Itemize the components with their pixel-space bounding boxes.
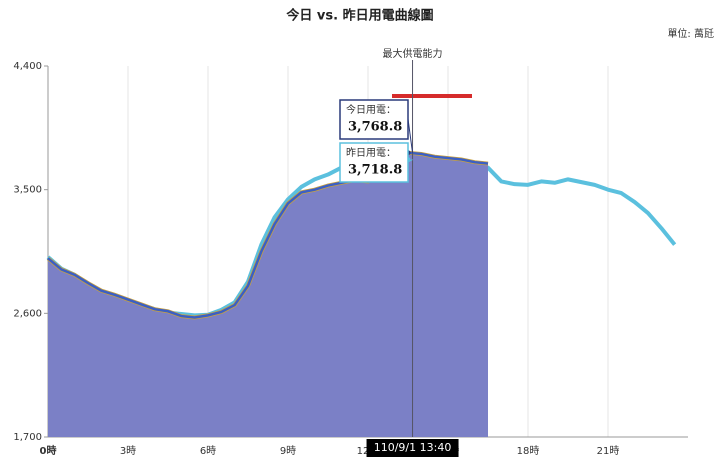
x-tick-label: 18時 bbox=[517, 445, 540, 457]
y-tick-label: 2,600 bbox=[13, 308, 42, 319]
area-line bbox=[47, 151, 489, 319]
y-tick-label: 3,500 bbox=[13, 185, 42, 196]
x-tick-label: 21時 bbox=[597, 445, 620, 457]
x-tick-label: 0時 bbox=[40, 444, 57, 457]
area bbox=[48, 152, 488, 437]
capacity-label: 最大供電能力 bbox=[383, 47, 443, 60]
tooltip-box bbox=[339, 142, 409, 183]
tooltip-value: 3,768.8 bbox=[348, 120, 402, 135]
chart-title: 今日 vs. 昨日用電曲線圖 bbox=[285, 8, 433, 24]
tooltip-label: 今日用電： bbox=[346, 103, 396, 116]
x-tick-label: 6時 bbox=[200, 445, 216, 457]
tooltip-label: 昨日用電： bbox=[346, 147, 396, 159]
x-tick-label: 3時 bbox=[120, 445, 136, 457]
x-tick-label: 9時 bbox=[280, 445, 296, 457]
cursor-time: 110/9/1 13:40 bbox=[374, 441, 452, 454]
tooltip-connector bbox=[407, 118, 414, 153]
y-tick-label: 4,400 bbox=[13, 61, 42, 72]
y-tick-label: 1,700 bbox=[13, 432, 42, 443]
tooltip-value: 3,718.8 bbox=[348, 163, 402, 178]
tooltip-box bbox=[339, 99, 409, 140]
cursor-time-box bbox=[366, 439, 459, 457]
unit-label: 單位: 萬瓩 bbox=[667, 27, 714, 40]
